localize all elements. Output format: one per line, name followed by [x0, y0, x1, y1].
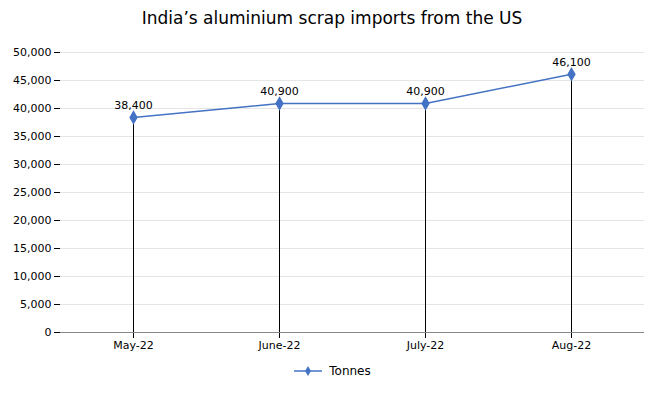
svg-text:15,000: 15,000	[13, 242, 52, 255]
svg-text:38,400: 38,400	[114, 99, 153, 112]
svg-text:46,100: 46,100	[552, 56, 591, 69]
svg-text:20,000: 20,000	[13, 214, 52, 227]
svg-text:35,000: 35,000	[13, 130, 52, 143]
svg-text:40,900: 40,900	[406, 85, 445, 98]
svg-text:30,000: 30,000	[13, 158, 52, 171]
svg-text:25,000: 25,000	[13, 186, 52, 199]
svg-text:40,900: 40,900	[260, 85, 299, 98]
svg-text:40,000: 40,000	[13, 102, 52, 115]
html-text:India’s aluminium scrap import: India’s aluminium scrap imports from the…	[141, 8, 523, 28]
svg-text:June-22: June-22	[258, 339, 301, 352]
svg-text:45,000: 45,000	[13, 74, 52, 87]
svg-text:May-22: May-22	[113, 339, 154, 352]
svg-text:0: 0	[45, 326, 52, 339]
html-text:Tonnes: Tonnes	[329, 364, 371, 378]
svg-text:July-22: July-22	[406, 339, 445, 352]
svg-text:10,000: 10,000	[13, 270, 52, 283]
svg-text:50,000: 50,000	[13, 46, 52, 59]
svg-text:5,000: 5,000	[20, 298, 52, 311]
svg-text:Aug-22: Aug-22	[552, 339, 591, 352]
